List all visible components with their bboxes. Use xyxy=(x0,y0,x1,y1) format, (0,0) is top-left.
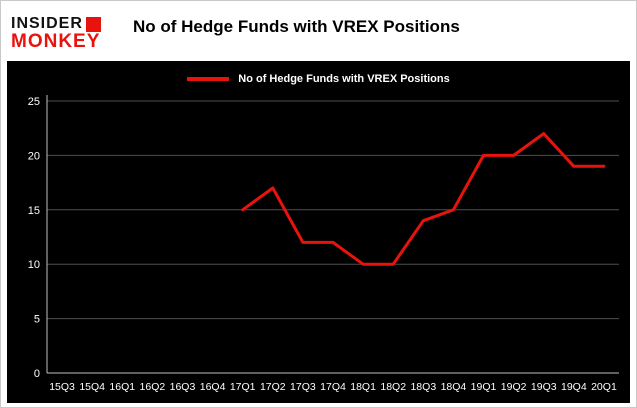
svg-text:15Q4: 15Q4 xyxy=(79,381,105,393)
svg-text:15Q3: 15Q3 xyxy=(49,381,75,393)
line-chart: 0 5 10 15 20 25 15Q3 15Q4 16Q1 16Q2 16Q3 16Q4 17Q1 17… xyxy=(28,95,619,393)
svg-text:20: 20 xyxy=(28,150,40,162)
svg-text:5: 5 xyxy=(34,314,40,326)
svg-text:0: 0 xyxy=(34,368,40,380)
monkey-icon xyxy=(85,16,101,32)
chart-area: No of Hedge Funds with VREX Positions 0 5… xyxy=(7,61,630,403)
svg-text:19Q3: 19Q3 xyxy=(531,381,557,393)
legend: No of Hedge Funds with VREX Positions xyxy=(7,61,630,89)
svg-text:17Q4: 17Q4 xyxy=(320,381,346,393)
svg-text:18Q3: 18Q3 xyxy=(410,381,436,393)
svg-text:18Q1: 18Q1 xyxy=(350,381,376,393)
header: INSIDER MONKEY No of Hedge Funds with VR… xyxy=(7,7,630,61)
svg-text:18Q2: 18Q2 xyxy=(380,381,406,393)
logo-monkey-text: MONKEY xyxy=(11,31,101,53)
svg-text:17Q2: 17Q2 xyxy=(260,381,286,393)
svg-text:25: 25 xyxy=(28,96,40,108)
svg-text:15: 15 xyxy=(28,205,40,217)
svg-text:20Q1: 20Q1 xyxy=(591,381,617,393)
legend-line-swatch xyxy=(187,77,230,81)
logo-insider-text: INSIDER xyxy=(11,14,83,32)
svg-text:19Q2: 19Q2 xyxy=(501,381,527,393)
svg-text:19Q4: 19Q4 xyxy=(561,381,587,393)
svg-text:16Q3: 16Q3 xyxy=(170,381,196,393)
insider-monkey-logo: INSIDER MONKEY xyxy=(11,14,123,53)
svg-text:16Q2: 16Q2 xyxy=(140,381,166,393)
page-title: No of Hedge Funds with VREX Positions xyxy=(133,17,460,36)
svg-text:17Q3: 17Q3 xyxy=(290,381,316,393)
svg-text:18Q4: 18Q4 xyxy=(441,381,467,393)
svg-text:19Q1: 19Q1 xyxy=(471,381,497,393)
svg-text:16Q1: 16Q1 xyxy=(109,381,135,393)
svg-text:10: 10 xyxy=(28,259,40,271)
legend-label: No of Hedge Funds with VREX Positions xyxy=(238,73,450,85)
svg-text:17Q1: 17Q1 xyxy=(230,381,256,393)
svg-text:16Q4: 16Q4 xyxy=(200,381,226,393)
